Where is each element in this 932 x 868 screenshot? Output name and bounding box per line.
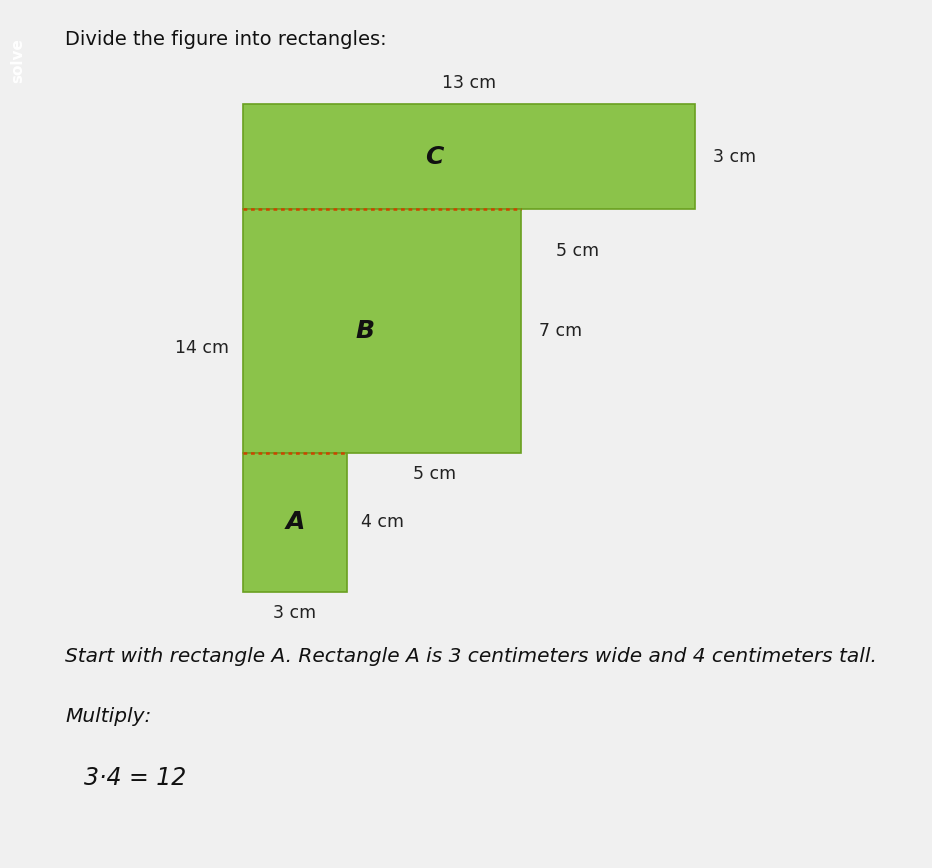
Text: solve: solve [10,38,25,83]
Text: 14 cm: 14 cm [174,339,228,357]
Text: 5 cm: 5 cm [556,241,599,260]
Bar [242,209,521,452]
Text: Multiply:: Multiply: [65,707,152,727]
Text: A: A [285,510,305,534]
Text: 13 cm: 13 cm [442,74,496,92]
Text: 4 cm: 4 cm [361,513,404,531]
Text: B: B [355,319,374,343]
Text: 5 cm: 5 cm [413,464,456,483]
Bar [242,452,347,592]
Text: C: C [425,145,444,168]
Text: Start with rectangle A. Rectangle A is 3 centimeters wide and 4 centimeters tall: Start with rectangle A. Rectangle A is 3… [65,647,877,666]
Text: 3·4 = 12: 3·4 = 12 [84,766,186,790]
Text: 3 cm: 3 cm [713,148,756,166]
Text: 3 cm: 3 cm [273,604,317,622]
Text: Divide the figure into rectangles:: Divide the figure into rectangles: [65,30,387,49]
Bar [242,104,695,209]
Text: 7 cm: 7 cm [539,322,582,339]
